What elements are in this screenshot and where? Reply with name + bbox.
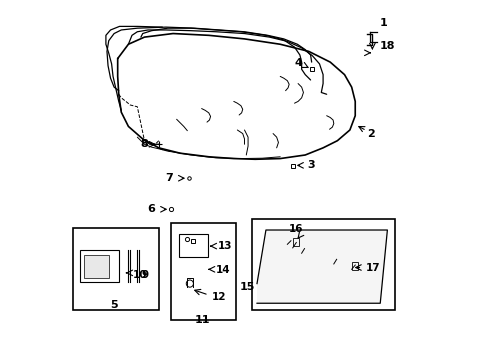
Bar <box>292 238 299 246</box>
Text: 11: 11 <box>194 315 210 325</box>
Text: 17: 17 <box>365 262 380 273</box>
Bar <box>251 219 394 310</box>
Text: 7: 7 <box>165 173 173 183</box>
Text: 18: 18 <box>379 41 394 51</box>
Text: 15: 15 <box>239 282 255 292</box>
Bar <box>73 228 159 310</box>
Bar <box>351 262 357 270</box>
Text: 16: 16 <box>288 224 303 234</box>
Text: 12: 12 <box>211 292 225 302</box>
Bar <box>179 234 207 257</box>
Text: 8: 8 <box>140 139 147 149</box>
Text: 5: 5 <box>110 300 118 310</box>
Text: 4: 4 <box>294 58 302 68</box>
Text: 6: 6 <box>147 204 155 214</box>
Text: 9: 9 <box>142 270 148 280</box>
Bar <box>171 223 235 320</box>
Text: 1: 1 <box>379 18 386 28</box>
Text: 10: 10 <box>133 270 147 280</box>
Text: 13: 13 <box>217 241 232 251</box>
Text: 2: 2 <box>366 129 374 139</box>
Bar <box>83 255 108 278</box>
Text: 14: 14 <box>216 265 230 275</box>
Polygon shape <box>257 230 386 303</box>
Bar <box>80 249 119 282</box>
Text: 3: 3 <box>306 160 314 170</box>
